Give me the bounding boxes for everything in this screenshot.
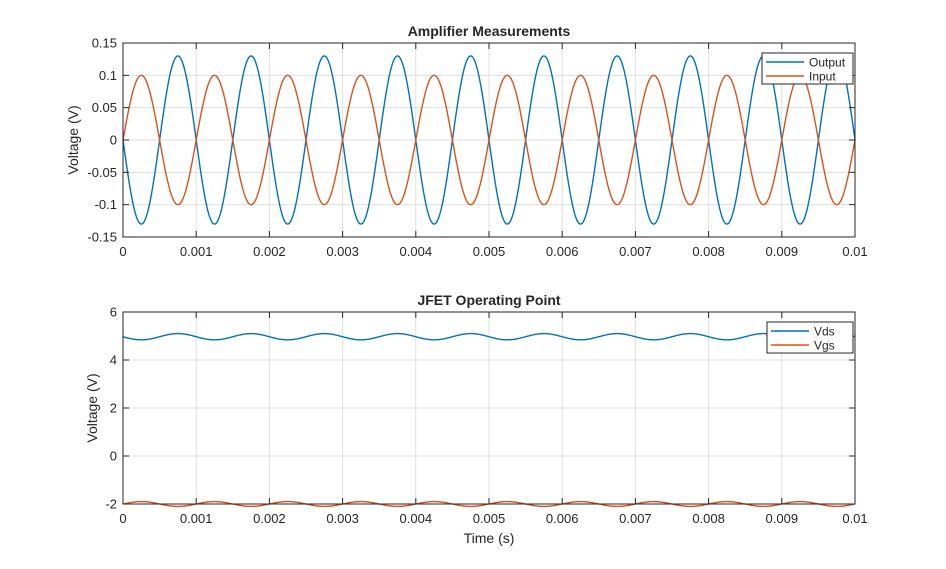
bottom-x-tick-label: 0.004 bbox=[400, 511, 433, 526]
top-x-tick-label: 0.008 bbox=[692, 244, 725, 259]
top-x-tick-label: 0.001 bbox=[180, 244, 213, 259]
bottom-x-tick-label: 0 bbox=[119, 511, 126, 526]
top-x-tick-label: 0.006 bbox=[546, 244, 579, 259]
bottom-legend-label-vds: Vds bbox=[814, 325, 835, 339]
bottom-x-tick-label: 0.009 bbox=[766, 511, 799, 526]
bottom-chart-title: JFET Operating Point bbox=[417, 292, 560, 308]
bottom-y-axis-label: Voltage (V) bbox=[84, 373, 100, 442]
top-x-tick-label: 0 bbox=[119, 244, 126, 259]
top-y-tick-label: -0.15 bbox=[87, 230, 117, 245]
top-series-input bbox=[122, 74, 856, 206]
bottom-legend-box bbox=[766, 321, 854, 354]
bottom-x-tick-label: 0.001 bbox=[180, 511, 213, 526]
bottom-series-vds bbox=[122, 332, 856, 341]
top-y-tick-label: 0.05 bbox=[92, 100, 117, 115]
bottom-y-tick-label: 6 bbox=[110, 305, 117, 320]
top-axes-amplifier-measurements: Amplifier Measurements Voltage (V) 0 0.00… bbox=[65, 23, 868, 259]
top-y-axis-label: Voltage (V) bbox=[65, 105, 81, 174]
top-y-tick-label: 0.15 bbox=[92, 36, 117, 51]
top-legend-box bbox=[761, 52, 854, 85]
bottom-y-tick-label: 0 bbox=[110, 449, 117, 464]
bottom-x-tick-label: 0.002 bbox=[253, 511, 286, 526]
top-chart-title: Amplifier Measurements bbox=[408, 23, 571, 39]
top-legend-label-output: Output bbox=[809, 56, 846, 70]
bottom-x-tick-label: 0.007 bbox=[619, 511, 652, 526]
top-x-tick-label: 0.007 bbox=[619, 244, 652, 259]
bottom-y-tick-label: 4 bbox=[110, 353, 117, 368]
top-y-tick-label: 0.1 bbox=[99, 68, 117, 83]
top-x-tick-label: 0.009 bbox=[766, 244, 799, 259]
bottom-y-tick-label: 2 bbox=[110, 401, 117, 416]
bottom-x-tick-label: 0.005 bbox=[473, 511, 506, 526]
top-x-tick-label: 0.01 bbox=[842, 244, 867, 259]
top-x-tick-label: 0.004 bbox=[400, 244, 433, 259]
top-x-tick-label: 0.003 bbox=[326, 244, 359, 259]
bottom-x-axis-label: Time (s) bbox=[464, 530, 515, 546]
bottom-x-tick-label: 0.01 bbox=[842, 511, 867, 526]
top-legend-label-input: Input bbox=[809, 70, 836, 84]
bottom-y-tick-label: -2 bbox=[105, 497, 117, 512]
bottom-x-tick-label: 0.006 bbox=[546, 511, 579, 526]
bottom-legend-label-vgs: Vgs bbox=[814, 339, 835, 353]
bottom-x-tick-label: 0.003 bbox=[326, 511, 359, 526]
bottom-x-tick-label: 0.008 bbox=[692, 511, 725, 526]
top-x-tick-label: 0.002 bbox=[253, 244, 286, 259]
top-y-tick-label: 0 bbox=[110, 133, 117, 148]
bottom-axes-jfet-operating-point: JFET Operating Point Voltage (V) Time (s… bbox=[84, 292, 868, 546]
top-x-tick-label: 0.005 bbox=[473, 244, 506, 259]
top-y-tick-label: -0.1 bbox=[95, 197, 117, 212]
top-y-tick-label: -0.05 bbox=[87, 165, 117, 180]
